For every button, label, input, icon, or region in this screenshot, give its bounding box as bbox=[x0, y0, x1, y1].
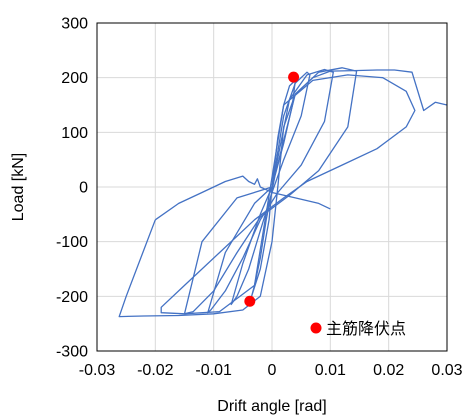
y-tick-labels: 300 200 100 0 -100 -200 -300 bbox=[56, 16, 88, 361]
x-tick-label: 0.01 bbox=[315, 362, 346, 379]
y-tick-label: -200 bbox=[56, 289, 88, 306]
hysteresis-loop bbox=[154, 175, 331, 221]
x-tick-label: -0.03 bbox=[79, 362, 116, 379]
x-axis-label: Drift angle [rad] bbox=[217, 398, 326, 415]
legend: 主筋降伏点 bbox=[310, 320, 406, 338]
legend-label: 主筋降伏点 bbox=[326, 320, 406, 338]
y-tick-label: 100 bbox=[61, 125, 88, 142]
x-tick-label: 0 bbox=[268, 362, 277, 379]
y-axis-label: Load [kN] bbox=[10, 153, 27, 221]
hysteresis-loop bbox=[160, 74, 416, 315]
y-tick-label: 200 bbox=[61, 70, 88, 87]
plot-area bbox=[118, 67, 447, 318]
yield-point-marker bbox=[244, 295, 256, 307]
legend-marker bbox=[310, 322, 322, 334]
yield-point-marker bbox=[288, 71, 300, 83]
y-tick-label: 300 bbox=[61, 16, 88, 33]
x-tick-label: -0.01 bbox=[195, 362, 232, 379]
hysteresis-loop bbox=[207, 68, 334, 314]
x-tick-label: 0.02 bbox=[373, 362, 404, 379]
y-tick-label: -300 bbox=[56, 344, 88, 361]
y-tick-label: -100 bbox=[56, 234, 88, 251]
x-tick-labels: -0.03 -0.02 -0.01 0 0.01 0.02 0.03 bbox=[79, 362, 463, 379]
hysteresis-loop bbox=[118, 69, 447, 318]
plot-inner bbox=[118, 67, 447, 318]
x-tick-label: 0.03 bbox=[431, 362, 462, 379]
y-tick-label: 0 bbox=[79, 180, 88, 197]
x-tick-label: -0.02 bbox=[137, 362, 174, 379]
plot-border bbox=[96, 22, 448, 352]
